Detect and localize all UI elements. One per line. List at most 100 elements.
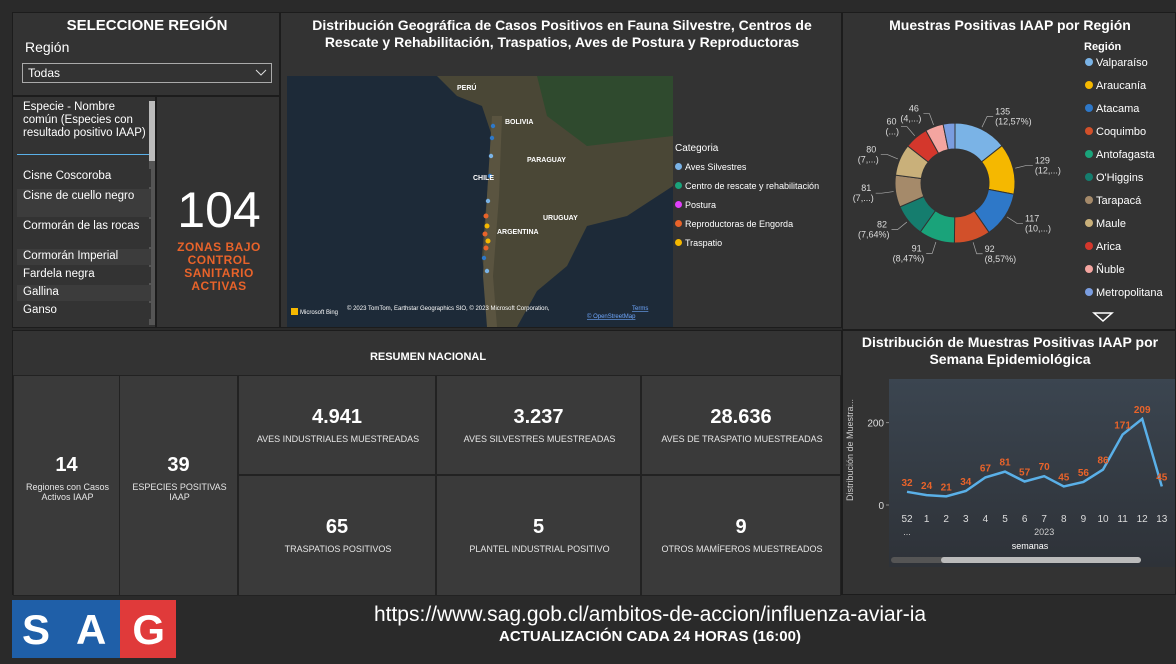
kpi-label: PLANTEL INDUSTRIAL POSITIVO — [441, 544, 638, 554]
kpi-value: 14 — [14, 454, 119, 477]
species-item[interactable]: Cisne Coscoroba — [17, 169, 151, 187]
place-label: BOLIVIA — [505, 119, 533, 126]
line-title: Distribución de Muestras Positivas IAAP … — [843, 334, 1176, 368]
place-label: PERÚ — [457, 83, 476, 92]
map-legend-item: Aves Silvestres — [675, 157, 841, 176]
place-label: URUGUAY — [543, 215, 578, 222]
legend-label: Traspatio — [685, 238, 722, 248]
kpi-box: 3.237 AVES SILVESTRES MUESTREADAS — [436, 375, 641, 475]
map-point — [490, 136, 494, 140]
kpi-label: OTROS MAMÍFEROS MUESTREADOS — [646, 544, 838, 554]
region-title: SELECCIONE REGIÓN — [13, 17, 281, 34]
map-legend-title: Categoria — [675, 143, 841, 154]
map-point — [489, 154, 493, 158]
kpi-label: ESPECIES POSITIVAS IAAP — [124, 482, 235, 502]
legend-swatch — [675, 201, 682, 208]
line-panel: Distribución de Muestras Positivas IAAP … — [842, 330, 1176, 595]
kpi-value: 39 — [120, 454, 237, 477]
sag-logo: SAG — [12, 600, 176, 658]
kpi-box: 14 Regiones con Casos Activos IAAP — [13, 375, 120, 596]
map-osm[interactable]: © OpenStreetMap — [587, 313, 636, 320]
map-provider: Microsoft Bing — [300, 310, 338, 316]
region-dropdown[interactable]: Todas — [22, 63, 272, 83]
h-scroll-thumb[interactable] — [941, 557, 1141, 563]
place-label: ARGENTINA — [497, 229, 539, 236]
species-item[interactable]: Cormorán Imperial — [17, 249, 151, 265]
species-item[interactable]: Cisne de cuello negro — [17, 189, 151, 217]
species-header: Especie - Nombre común (Especies con res… — [17, 101, 151, 155]
kpi-value: 65 — [239, 516, 435, 539]
place-label: PARAGUAY — [527, 157, 566, 164]
kpi-box: 5 PLANTEL INDUSTRIAL POSITIVO — [436, 475, 641, 596]
legend-swatch — [675, 239, 682, 246]
map-legend-item: Reproductoras de Engorda — [675, 214, 841, 233]
legend-swatch — [675, 163, 682, 170]
summary-panel: RESUMEN NACIONAL 14 Regiones con Casos Ac… — [12, 330, 842, 595]
scroll-thumb[interactable] — [149, 101, 155, 161]
kpi-value: 4.941 — [239, 406, 435, 429]
zonas-label: ZONAS BAJO CONTROL SANITARIO ACTIVAS — [167, 241, 271, 293]
region-label: Región — [25, 39, 69, 55]
kpi-label: AVES DE TRASPATIO MUESTREADAS — [646, 434, 838, 444]
kpi-box: 39 ESPECIES POSITIVAS IAAP — [119, 375, 238, 596]
bing-logo — [291, 308, 298, 315]
footer-url[interactable]: https://www.sag.gob.cl/ambitos-de-accion… — [200, 603, 1100, 627]
logo-text: SAG — [22, 606, 176, 653]
map-legend-item: Traspatio — [675, 233, 841, 252]
donut-title: Muestras Positivas IAAP por Región — [843, 17, 1176, 33]
page: IAAP Dashboard { "region_filter": {"titl… — [0, 0, 1176, 664]
kpi-value: 3.237 — [437, 406, 640, 429]
map-legend-item: Centro de rescate y rehabilitación — [675, 176, 841, 195]
legend-label: Aves Silvestres — [685, 162, 746, 172]
kpi-value: 5 — [437, 516, 640, 539]
species-item[interactable]: Gallina — [17, 285, 151, 301]
zonas-value: 104 — [157, 181, 281, 239]
map-terms[interactable]: Terms — [632, 306, 648, 312]
map[interactable]: PERÚ BOLIVIA PARAGUAY CHILE URUGUAY ARGE… — [287, 76, 673, 327]
map-point — [482, 256, 486, 260]
map-point — [484, 214, 489, 219]
legend-swatch — [675, 220, 682, 227]
summary-title: RESUMEN NACIONAL — [13, 351, 843, 363]
kpi-box: 4.941 AVES INDUSTRIALES MUESTREADAS — [238, 375, 436, 475]
map-point — [484, 246, 489, 251]
map-point — [486, 199, 490, 203]
kpi-value: 9 — [642, 516, 840, 539]
dashboard: SELECCIONE REGIÓN Región Todas Especie -… — [0, 0, 1176, 664]
map-title: Distribución Geográfica de Casos Positiv… — [281, 17, 843, 51]
kpi-box: 28.636 AVES DE TRASPATIO MUESTREADAS — [641, 375, 841, 475]
kpi-label: Regiones con Casos Activos IAAP — [18, 482, 117, 502]
legend-swatch — [675, 182, 682, 189]
map-legend: Categoria Aves Silvestres Centro de resca… — [675, 143, 841, 252]
map-legend-item: Postura — [675, 195, 841, 214]
legend-label: Reproductoras de Engorda — [685, 219, 793, 229]
legend-label: Centro de rescate y rehabilitación — [685, 181, 819, 191]
map-point — [485, 269, 489, 273]
map-attribution: © 2023 TomTom, Earthstar Geographics SIO… — [347, 305, 550, 312]
footer-update: ACTUALIZACIÓN CADA 24 HORAS (16:00) — [200, 628, 1100, 645]
map-panel: Distribución Geográfica de Casos Positiv… — [280, 12, 842, 328]
place-label: CHILE — [473, 175, 494, 182]
species-item[interactable]: Cormorán de las rocas — [17, 219, 151, 247]
chart-background-image — [889, 379, 1175, 567]
legend-label: Postura — [685, 200, 716, 210]
zonas-panel: 104 ZONAS BAJO CONTROL SANITARIO ACTIVAS — [156, 96, 280, 328]
kpi-value: 28.636 — [642, 406, 840, 429]
donut-panel: Muestras Positivas IAAP por Región — [842, 12, 1176, 330]
kpi-label: AVES SILVESTRES MUESTREADAS — [441, 434, 638, 444]
kpi-label: TRASPATIOS POSITIVOS — [243, 544, 433, 554]
kpi-box: 9 OTROS MAMÍFEROS MUESTREADOS — [641, 475, 841, 596]
map-point — [486, 239, 491, 244]
map-point — [485, 224, 490, 229]
h-scrollbar[interactable] — [891, 557, 1141, 563]
species-panel: Especie - Nombre común (Especies con res… — [12, 96, 156, 328]
map-point — [483, 232, 488, 237]
kpi-box: 65 TRASPATIOS POSITIVOS — [238, 475, 436, 596]
kpi-label: AVES INDUSTRIALES MUESTREADAS — [243, 434, 433, 444]
species-item[interactable]: Ganso — [17, 303, 151, 319]
region-panel: SELECCIONE REGIÓN Región Todas — [12, 12, 280, 96]
region-selected: Todas — [28, 66, 60, 80]
species-item[interactable]: Fardela negra — [17, 267, 151, 283]
dropdown-arrow — [255, 69, 267, 77]
map-point — [491, 124, 495, 128]
